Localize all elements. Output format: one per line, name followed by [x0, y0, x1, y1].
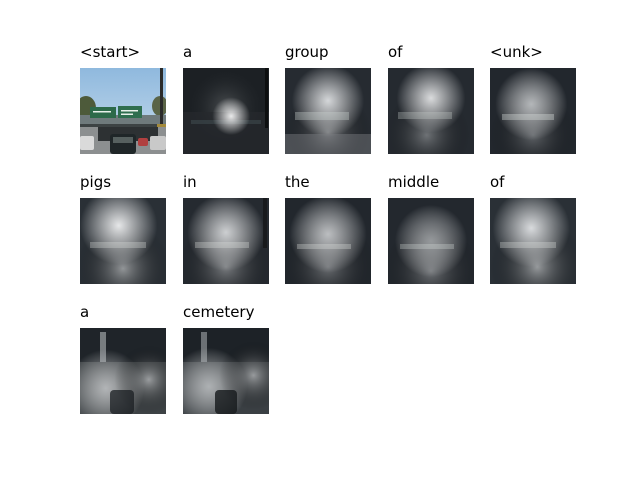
attention-map	[183, 198, 269, 284]
attention-map	[285, 198, 371, 284]
attention-map	[183, 328, 269, 414]
caption-word: in	[183, 173, 197, 191]
caption-word: <start>	[80, 43, 141, 61]
source-photo	[80, 68, 166, 154]
attention-map	[490, 198, 576, 284]
attention-map	[388, 68, 474, 154]
caption-word: group	[285, 43, 329, 61]
caption-word: the	[285, 173, 310, 191]
caption-word: middle	[388, 173, 440, 191]
caption-word: <unk>	[490, 43, 543, 61]
caption-word: of	[388, 43, 403, 61]
attention-map	[80, 328, 166, 414]
caption-word: pigs	[80, 173, 112, 191]
caption-word: a	[183, 43, 193, 61]
caption-word: cemetery	[183, 303, 255, 321]
attention-map	[490, 68, 576, 154]
attention-map	[183, 68, 269, 154]
caption-word: of	[490, 173, 505, 191]
attention-map	[285, 68, 371, 154]
attention-map	[80, 198, 166, 284]
caption-word: a	[80, 303, 90, 321]
attention-map	[388, 198, 474, 284]
